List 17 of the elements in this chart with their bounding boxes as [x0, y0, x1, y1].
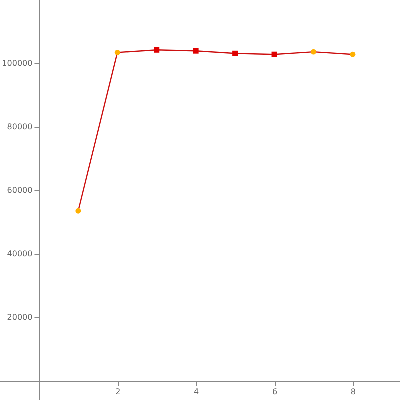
- y-tick-label: 100000: [2, 58, 33, 68]
- point: [193, 48, 199, 54]
- y-tick-label: 40000: [7, 249, 33, 258]
- y-tick-label: 20000: [7, 312, 33, 322]
- point: [232, 50, 238, 56]
- x-tick-label: 4: [194, 387, 200, 396]
- point: [76, 208, 82, 214]
- x-tick-label: 2: [116, 387, 121, 396]
- point: [272, 52, 278, 58]
- point: [154, 47, 160, 53]
- x-tick-label: 8: [350, 387, 356, 396]
- y-tick-label: 60000: [7, 186, 33, 195]
- point: [350, 52, 356, 58]
- x-tick-label: 6: [272, 387, 278, 396]
- point: [114, 50, 120, 56]
- point: [310, 49, 316, 55]
- y-tick-label: 80000: [7, 122, 33, 132]
